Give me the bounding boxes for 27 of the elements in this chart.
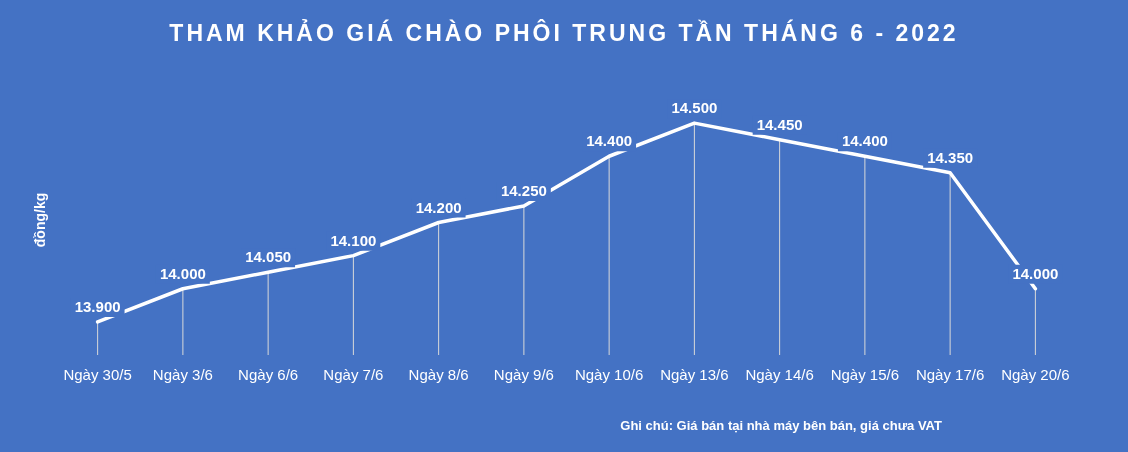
x-tick-label: Ngày 7/6 xyxy=(323,366,384,384)
x-tick-label: Ngày 6/6 xyxy=(238,366,299,384)
text: Ghi chú: Giá bán tại nhà máy bên bán, giá chưa VAT xyxy=(620,418,942,433)
data-label: 14.250 xyxy=(500,182,547,200)
data-label: 14.400 xyxy=(586,132,633,150)
data-label: 14.100 xyxy=(330,231,377,249)
x-tick-label: Ngày 17/6 xyxy=(915,366,985,384)
data-label: 14.000 xyxy=(1012,264,1059,282)
data-label: 14.350 xyxy=(927,148,974,166)
x-tick-label: Ngày 20/6 xyxy=(1001,366,1070,384)
data-label: 13.900 xyxy=(74,298,121,316)
x-tick-label: Ngày 14/6 xyxy=(745,366,814,384)
y-axis-title: đồng/kg xyxy=(32,192,48,248)
data-label: 14.500 xyxy=(671,99,718,117)
data-label: 14.200 xyxy=(415,198,462,216)
chart-title: THAM KHẢO GIÁ CHÀO PHÔI TRUNG TẦN THÁNG 6 - 2022 xyxy=(168,20,960,47)
x-tick-label: Ngày 3/6 xyxy=(152,366,213,384)
data-label: 14.450 xyxy=(756,115,803,133)
x-tick-label: Ngày 10/6 xyxy=(574,366,644,384)
data-label: 14.400 xyxy=(841,132,888,150)
x-tick-label: Ngày 30/5 xyxy=(63,366,132,384)
x-tick-label: Ngày 13/6 xyxy=(660,366,729,384)
x-tick-label: Ngày 8/6 xyxy=(408,366,469,384)
data-label: 14.000 xyxy=(159,264,206,282)
x-tick-label: Ngày 9/6 xyxy=(493,366,554,384)
data-label: 14.050 xyxy=(245,248,292,266)
x-tick-label: Ngày 15/6 xyxy=(830,366,900,384)
